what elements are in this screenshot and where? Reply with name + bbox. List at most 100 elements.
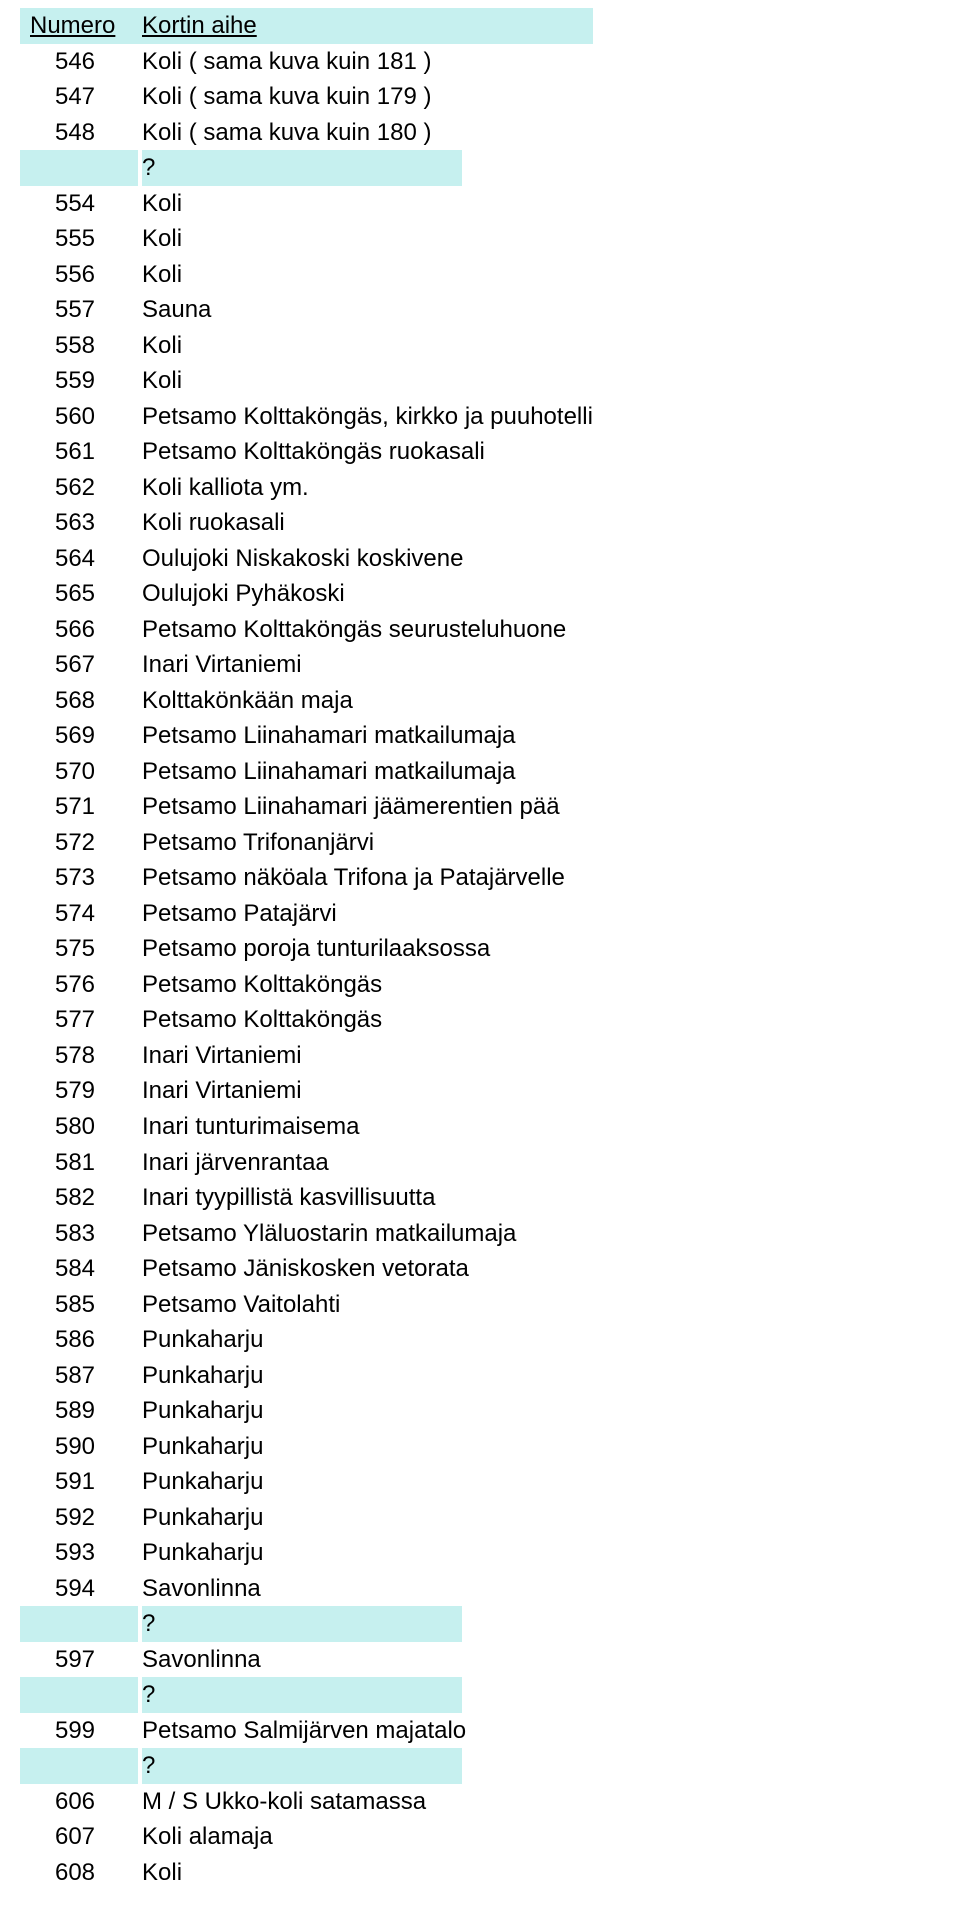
row-number: 559 bbox=[20, 363, 138, 399]
row-number: 546 bbox=[20, 44, 138, 80]
row-number bbox=[20, 1748, 138, 1784]
row-number: 587 bbox=[20, 1358, 138, 1394]
row-number: 555 bbox=[20, 221, 138, 257]
table-row: 570Petsamo Liinahamari matkailumaja bbox=[20, 754, 593, 790]
table-row: 592Punkaharju bbox=[20, 1500, 593, 1536]
row-number bbox=[20, 1606, 138, 1642]
row-subject: Inari tunturimaisema bbox=[138, 1109, 593, 1145]
table-row: ? bbox=[20, 1677, 593, 1713]
row-number: 593 bbox=[20, 1535, 138, 1571]
row-number: 607 bbox=[20, 1819, 138, 1855]
row-subject: Inari Virtaniemi bbox=[138, 647, 593, 683]
row-number: 594 bbox=[20, 1571, 138, 1607]
row-subject: Punkaharju bbox=[138, 1393, 593, 1429]
table-row: 563Koli ruokasali bbox=[20, 505, 593, 541]
table-row: 591Punkaharju bbox=[20, 1464, 593, 1500]
row-subject: Petsamo Trifonanjärvi bbox=[138, 825, 593, 861]
row-subject: Inari tyypillistä kasvillisuutta bbox=[138, 1180, 593, 1216]
header-numero: Numero bbox=[20, 8, 138, 44]
row-number: 597 bbox=[20, 1642, 138, 1678]
row-subject: Petsamo Liinahamari matkailumaja bbox=[138, 718, 593, 754]
row-subject: Petsamo Vaitolahti bbox=[138, 1287, 593, 1323]
row-number: 565 bbox=[20, 576, 138, 612]
row-subject: Koli ( sama kuva kuin 179 ) bbox=[138, 79, 593, 115]
row-number: 561 bbox=[20, 434, 138, 470]
row-subject: Oulujoki Pyhäkoski bbox=[138, 576, 593, 612]
table-row: 565Oulujoki Pyhäkoski bbox=[20, 576, 593, 612]
row-subject: Koli alamaja bbox=[138, 1819, 593, 1855]
table-row: 569Petsamo Liinahamari matkailumaja bbox=[20, 718, 593, 754]
table-row: 579Inari Virtaniemi bbox=[20, 1073, 593, 1109]
table-row: 546Koli ( sama kuva kuin 181 ) bbox=[20, 44, 593, 80]
row-number: 556 bbox=[20, 257, 138, 293]
row-number: 578 bbox=[20, 1038, 138, 1074]
table-row: 608Koli bbox=[20, 1855, 593, 1891]
row-number: 591 bbox=[20, 1464, 138, 1500]
row-subject: Koli bbox=[138, 221, 593, 257]
row-subject: Koli kalliota ym. bbox=[138, 470, 593, 506]
row-subject: Punkaharju bbox=[138, 1535, 593, 1571]
row-subject-text: ? bbox=[142, 1606, 462, 1642]
row-subject: Petsamo poroja tunturilaaksossa bbox=[138, 931, 593, 967]
row-subject: Koli bbox=[138, 1855, 593, 1891]
row-subject-text: ? bbox=[142, 1677, 462, 1713]
row-subject: Petsamo Kolttaköngäs bbox=[138, 1002, 593, 1038]
row-subject: Petsamo Liinahamari matkailumaja bbox=[138, 754, 593, 790]
row-number: 547 bbox=[20, 79, 138, 115]
row-number: 575 bbox=[20, 931, 138, 967]
table-row: 558Koli bbox=[20, 328, 593, 364]
table-row: 597Savonlinna bbox=[20, 1642, 593, 1678]
table-row: 548Koli ( sama kuva kuin 180 ) bbox=[20, 115, 593, 151]
table-row: 555Koli bbox=[20, 221, 593, 257]
row-number: 599 bbox=[20, 1713, 138, 1749]
table-row: 574Petsamo Patajärvi bbox=[20, 896, 593, 932]
row-subject: Koli bbox=[138, 363, 593, 399]
row-number: 577 bbox=[20, 1002, 138, 1038]
table-row: 572Petsamo Trifonanjärvi bbox=[20, 825, 593, 861]
row-subject: Punkaharju bbox=[138, 1358, 593, 1394]
table-row: 576Petsamo Kolttaköngäs bbox=[20, 967, 593, 1003]
row-number: 563 bbox=[20, 505, 138, 541]
row-number: 548 bbox=[20, 115, 138, 151]
row-number: 586 bbox=[20, 1322, 138, 1358]
table-row: 581Inari järvenrantaa bbox=[20, 1145, 593, 1181]
row-subject: Petsamo Liinahamari jäämerentien pää bbox=[138, 789, 593, 825]
table-row: 573Petsamo näköala Trifona ja Patajärvel… bbox=[20, 860, 593, 896]
row-subject: Punkaharju bbox=[138, 1322, 593, 1358]
row-subject: ? bbox=[138, 1677, 593, 1713]
table-row: 561Petsamo Kolttaköngäs ruokasali bbox=[20, 434, 593, 470]
row-subject: Savonlinna bbox=[138, 1642, 593, 1678]
row-subject-text: ? bbox=[142, 150, 462, 186]
table-header-row: Numero Kortin aihe bbox=[20, 8, 593, 44]
table-row: 585Petsamo Vaitolahti bbox=[20, 1287, 593, 1323]
row-subject: Koli bbox=[138, 186, 593, 222]
table-row: 607Koli alamaja bbox=[20, 1819, 593, 1855]
row-number: 580 bbox=[20, 1109, 138, 1145]
row-subject: Koli ( sama kuva kuin 180 ) bbox=[138, 115, 593, 151]
table-row: 590Punkaharju bbox=[20, 1429, 593, 1465]
row-subject: Koli ruokasali bbox=[138, 505, 593, 541]
row-number: 589 bbox=[20, 1393, 138, 1429]
table-row: 584Petsamo Jäniskosken vetorata bbox=[20, 1251, 593, 1287]
row-subject: Petsamo Kolttaköngäs, kirkko ja puuhotel… bbox=[138, 399, 593, 435]
row-subject: ? bbox=[138, 1606, 593, 1642]
row-subject: Petsamo Salmijärven majatalo bbox=[138, 1713, 593, 1749]
table-row: 568Kolttakönkään maja bbox=[20, 683, 593, 719]
table-row: 587Punkaharju bbox=[20, 1358, 593, 1394]
row-subject: Inari Virtaniemi bbox=[138, 1038, 593, 1074]
row-subject: ? bbox=[138, 1748, 593, 1784]
table-row: ? bbox=[20, 150, 593, 186]
row-subject: Inari Virtaniemi bbox=[138, 1073, 593, 1109]
table-row: ? bbox=[20, 1606, 593, 1642]
row-number: 606 bbox=[20, 1784, 138, 1820]
row-subject: Punkaharju bbox=[138, 1500, 593, 1536]
row-number: 568 bbox=[20, 683, 138, 719]
row-subject: Petsamo Kolttaköngäs bbox=[138, 967, 593, 1003]
table-row: 562Koli kalliota ym. bbox=[20, 470, 593, 506]
table-row: 571Petsamo Liinahamari jäämerentien pää bbox=[20, 789, 593, 825]
table-row: 586Punkaharju bbox=[20, 1322, 593, 1358]
row-subject: Petsamo Jäniskosken vetorata bbox=[138, 1251, 593, 1287]
row-number: 566 bbox=[20, 612, 138, 648]
table-row: 578Inari Virtaniemi bbox=[20, 1038, 593, 1074]
row-subject: Oulujoki Niskakoski koskivene bbox=[138, 541, 593, 577]
